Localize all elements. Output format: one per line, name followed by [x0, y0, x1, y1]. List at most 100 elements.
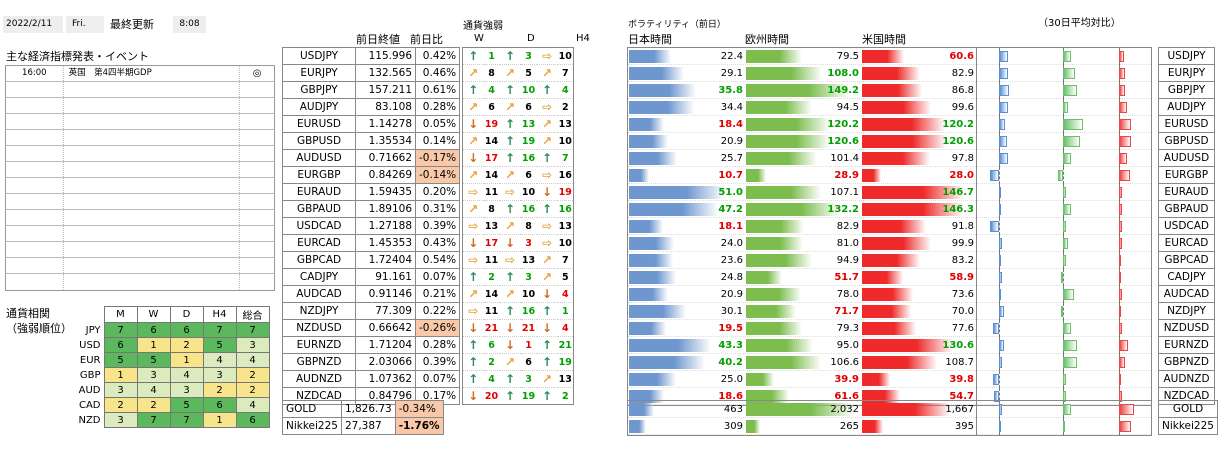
change-header: 前日比: [410, 33, 443, 46]
pair-name-right[interactable]: AUDJPY: [1158, 98, 1215, 116]
pair-name[interactable]: GOLD: [282, 400, 342, 418]
strength-count: 19: [520, 132, 537, 150]
avg-bar-e: [1063, 102, 1068, 113]
pair-row[interactable]: EURUSD 1.14278 0.05%: [282, 115, 461, 133]
pair-name[interactable]: AUDUSD: [282, 149, 356, 167]
pair-name-right[interactable]: AUDNZD: [1158, 370, 1215, 388]
pair-row[interactable]: USDCAD 1.27188 0.39%: [282, 217, 461, 235]
pair-name-right[interactable]: GBPJPY: [1158, 81, 1215, 99]
vol-bar: [629, 118, 664, 131]
pair-row[interactable]: AUDCAD 0.91146 0.21%: [282, 285, 461, 303]
pair-name[interactable]: AUDCAD: [282, 285, 356, 303]
pair-name-right[interactable]: USDCAD: [1158, 217, 1215, 235]
avg-row: [977, 184, 1151, 201]
pair-row[interactable]: EURJPY 132.565 0.46%: [282, 64, 461, 82]
pair-name[interactable]: NZDJPY: [282, 302, 356, 320]
event-desc: [64, 210, 241, 225]
pair-row[interactable]: GBPUSD 1.35534 0.14%: [282, 132, 461, 150]
pair-name-right[interactable]: NZDUSD: [1158, 319, 1215, 337]
extra-name-right[interactable]: GOLD: [1158, 400, 1218, 418]
pair-row[interactable]: EURCAD 1.45353 0.43%: [282, 234, 461, 252]
avg-bar-j: [999, 289, 1001, 300]
pair-name-right[interactable]: GBPNZD: [1158, 353, 1215, 371]
extra-name-right[interactable]: Nikkei225: [1158, 417, 1218, 435]
avg-bar-j: [993, 323, 999, 334]
vol-value: 40.2: [718, 357, 743, 368]
pair-name[interactable]: EURNZD: [282, 336, 356, 354]
pair-name-right[interactable]: GBPUSD: [1158, 132, 1215, 150]
pair-name-right[interactable]: NZDJPY: [1158, 302, 1215, 320]
vol-cell-e: 71.7: [745, 303, 861, 320]
dr-arrow-icon: ↗: [536, 115, 558, 133]
vol-cell-u: 58.9: [861, 269, 976, 286]
pair-name[interactable]: EURJPY: [282, 64, 356, 82]
pair-row[interactable]: AUDUSD 0.71662 -0.17%: [282, 149, 461, 167]
pair-row[interactable]: EURGBP 0.84269 -0.14%: [282, 166, 461, 184]
pair-row[interactable]: CADJPY 91.161 0.07%: [282, 268, 461, 286]
pair-name[interactable]: EURAUD: [282, 183, 356, 201]
pair-row[interactable]: NZDUSD 0.66642 -0.26%: [282, 319, 461, 337]
pair-name[interactable]: EURUSD: [282, 115, 356, 133]
pair-name[interactable]: GBPAUD: [282, 200, 356, 218]
pair-name-right[interactable]: EURJPY: [1158, 64, 1215, 82]
pair-row[interactable]: GOLD 1,826.73 -0.34%: [282, 400, 444, 418]
events-title: 主な経済指標発表・イベント: [6, 50, 149, 63]
dr-arrow-icon: ↗: [499, 285, 521, 303]
pair-name-right[interactable]: EURGBP: [1158, 166, 1215, 184]
pair-name-right[interactable]: CADJPY: [1158, 268, 1215, 286]
pair-name-right[interactable]: AUDCAD: [1158, 285, 1215, 303]
pair-row[interactable]: GBPJPY 157.211 0.61%: [282, 81, 461, 99]
avg-bar-e: [1063, 238, 1068, 249]
event-time: [6, 98, 64, 113]
vol-row: 34.4 94.5 99.6: [628, 99, 976, 116]
pair-name[interactable]: GBPCAD: [282, 251, 356, 269]
vol-bar: [746, 67, 822, 80]
pair-name[interactable]: NZDUSD: [282, 319, 356, 337]
pair-name[interactable]: GBPNZD: [282, 353, 356, 371]
pair-name-right[interactable]: USDJPY: [1158, 47, 1215, 65]
pair-row[interactable]: Nikkei225 27,387 -1.76%: [282, 417, 444, 435]
avg-bar-u: [1119, 68, 1125, 79]
pair-row[interactable]: GBPCAD 1.72404 0.54%: [282, 251, 461, 269]
vol-value: 78.0: [836, 289, 859, 300]
pair-row[interactable]: GBPAUD 1.89106 0.31%: [282, 200, 461, 218]
pair-name[interactable]: Nikkei225: [282, 417, 342, 435]
pair-name-right[interactable]: EURAUD: [1158, 183, 1215, 201]
vol-value: 120.2: [942, 119, 974, 130]
strength-count: 4: [483, 81, 500, 99]
pair-name[interactable]: GBPJPY: [282, 81, 356, 99]
pair-name-right[interactable]: EURNZD: [1158, 336, 1215, 354]
dr-arrow-icon: ↗: [536, 370, 558, 388]
pair-name[interactable]: AUDNZD: [282, 370, 356, 388]
pair-name[interactable]: CADJPY: [282, 268, 356, 286]
pair-name[interactable]: EURGBP: [282, 166, 356, 184]
pair-name-right[interactable]: GBPAUD: [1158, 200, 1215, 218]
pair-name-right[interactable]: EURUSD: [1158, 115, 1215, 133]
pair-row[interactable]: EURNZD 1.71204 0.28%: [282, 336, 461, 354]
pair-row[interactable]: USDJPY 115.996 0.42%: [282, 47, 461, 65]
dr-arrow-icon: ↗: [462, 64, 484, 82]
vol-bar: [746, 101, 812, 114]
down-arrow-icon: ↓: [499, 234, 521, 252]
pair-name-right[interactable]: AUDUSD: [1158, 149, 1215, 167]
pair-row[interactable]: GBPNZD 2.03066 0.39%: [282, 353, 461, 371]
pair-name[interactable]: AUDJPY: [282, 98, 356, 116]
vol-bar: [862, 403, 950, 416]
vol-cell-e: 2,032: [745, 401, 861, 418]
avg-bar-e: [1063, 119, 1083, 130]
pair-name[interactable]: GBPUSD: [282, 132, 356, 150]
vol-row: 20.9 78.0 73.6: [628, 286, 976, 303]
vol-cell-j: 23.6: [628, 252, 745, 269]
pair-name[interactable]: EURCAD: [282, 234, 356, 252]
avg-compare-extras: [976, 400, 1152, 436]
event-time: [6, 258, 64, 273]
pair-name[interactable]: USDJPY: [282, 47, 356, 65]
pair-row[interactable]: AUDJPY 83.108 0.28%: [282, 98, 461, 116]
pair-row[interactable]: NZDJPY 77.309 0.22%: [282, 302, 461, 320]
pair-name-right[interactable]: GBPCAD: [1158, 251, 1215, 269]
pair-row[interactable]: AUDNZD 1.07362 0.07%: [282, 370, 461, 388]
pair-name[interactable]: USDCAD: [282, 217, 356, 235]
pair-name-right[interactable]: EURCAD: [1158, 234, 1215, 252]
strength-count: 8: [520, 217, 537, 235]
pair-row[interactable]: EURAUD 1.59435 0.20%: [282, 183, 461, 201]
